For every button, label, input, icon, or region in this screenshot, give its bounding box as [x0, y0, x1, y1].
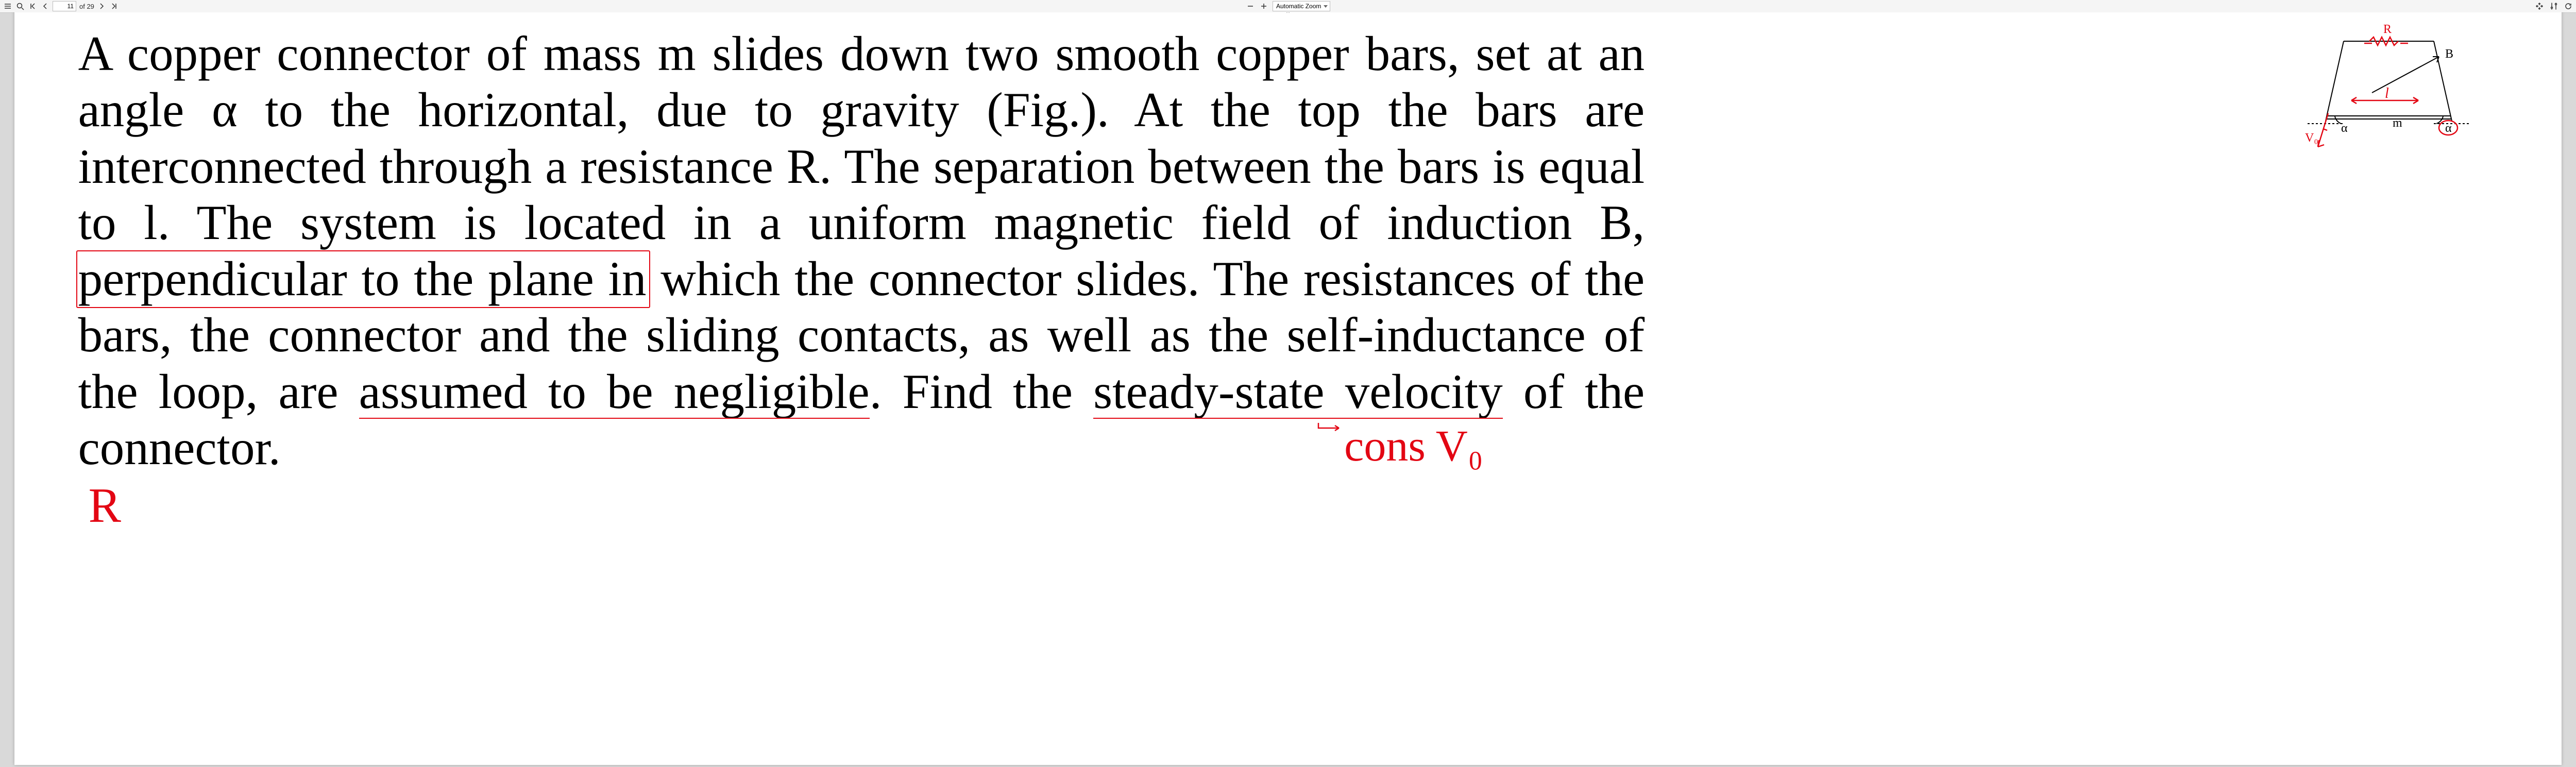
annotation-arrow: [1318, 420, 1411, 438]
page-count-label: of 29: [79, 3, 94, 10]
label-R: R: [2383, 23, 2392, 36]
page-number-input[interactable]: [53, 1, 76, 11]
label-alpha-left: α: [2341, 122, 2348, 135]
next-page-icon[interactable]: [97, 2, 107, 11]
spread-icon[interactable]: [2535, 2, 2544, 11]
tools-icon[interactable]: [2549, 2, 2558, 11]
pdf-page: A copper connector of mass m slides down…: [14, 12, 2562, 765]
refresh-icon[interactable]: [2564, 2, 2573, 11]
problem-text: A copper connector of mass m slides down…: [78, 26, 1645, 476]
label-V0: V₀: [2305, 131, 2318, 145]
zoom-select[interactable]: Automatic Zoom: [1273, 1, 1330, 11]
figure-diagram: R α α: [2315, 21, 2460, 165]
annotation-note-R: R: [89, 477, 121, 534]
label-alpha-right: α: [2445, 122, 2452, 135]
zoom-out-icon[interactable]: [1246, 2, 1255, 11]
label-l: l: [2385, 86, 2389, 101]
sidebar-toggle-icon[interactable]: [3, 2, 12, 11]
label-B: B: [2445, 47, 2453, 61]
page-top-indicator: [1284, 12, 1292, 13]
zoom-in-icon[interactable]: [1259, 2, 1268, 11]
last-page-icon[interactable]: [110, 2, 119, 11]
search-icon[interactable]: [15, 2, 25, 11]
viewport: A copper connector of mass m slides down…: [0, 12, 2576, 767]
first-page-icon[interactable]: [28, 2, 37, 11]
pdf-toolbar: of 29 Automatic Zoom: [0, 0, 2576, 13]
label-m: m: [2393, 116, 2402, 130]
prev-page-icon[interactable]: [40, 2, 49, 11]
